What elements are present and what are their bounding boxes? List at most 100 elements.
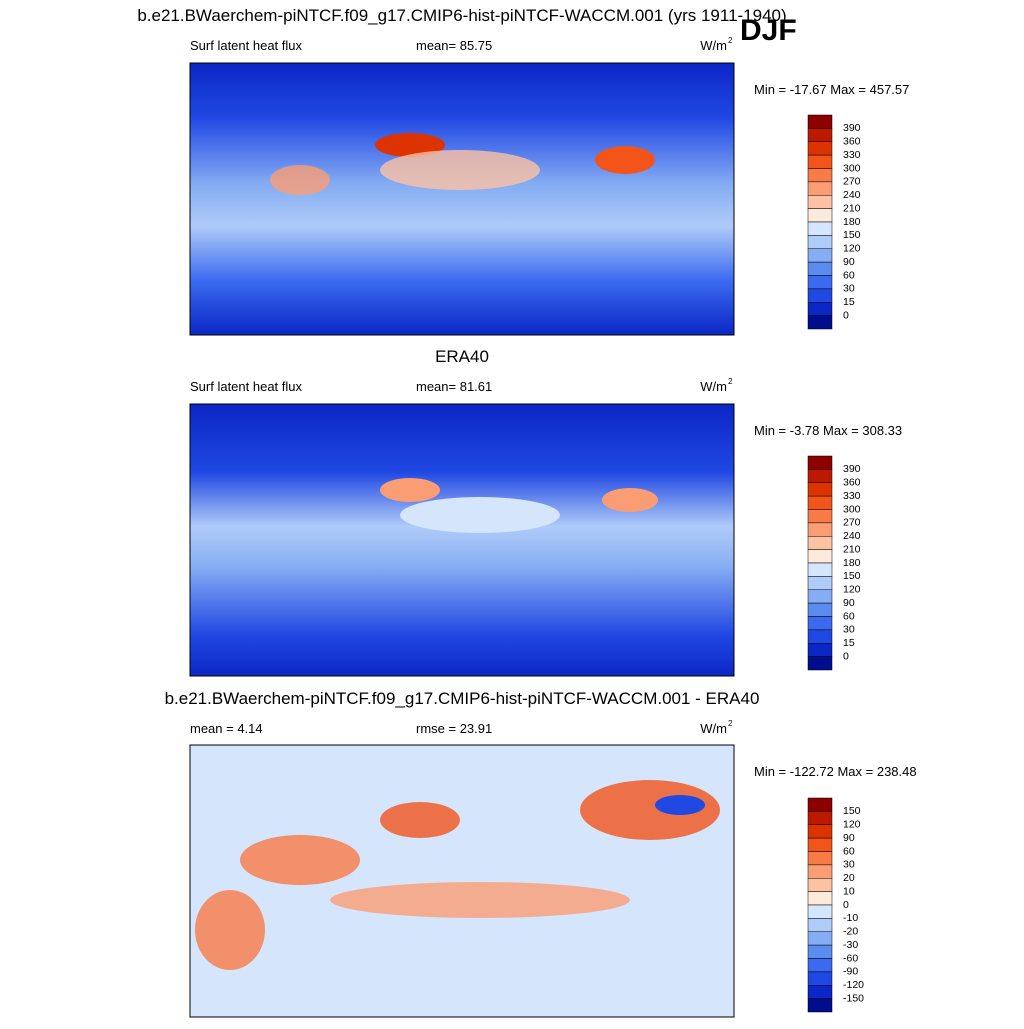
left-label: Surf latent heat flux <box>190 379 303 394</box>
colorbar-box <box>807 114 833 129</box>
colorbar-box <box>807 864 833 879</box>
map-feature <box>595 146 655 174</box>
colorbar-box <box>807 891 833 906</box>
colorbar-label: -30 <box>843 939 858 951</box>
colorbar-box <box>807 958 833 973</box>
colorbar-label: 390 <box>843 463 861 475</box>
colorbar-box <box>807 878 833 892</box>
colorbar-label: 30 <box>843 624 855 636</box>
colorbar-box <box>807 576 833 590</box>
colorbar-box <box>807 931 833 946</box>
colorbar-box <box>807 221 833 236</box>
colorbar-label: 300 <box>843 162 861 174</box>
panel-title: b.e21.BWaerchem-piNTCF.f09_g17.CMIP6-his… <box>137 6 786 25</box>
map-feature <box>602 488 658 512</box>
colorbar-box <box>807 562 833 577</box>
colorbar-box <box>807 904 833 919</box>
colorbar-box <box>807 824 833 839</box>
colorbar-label: 120 <box>843 584 861 596</box>
colorbar-box <box>807 469 833 483</box>
colorbar-label: 30 <box>843 859 855 871</box>
colorbar-box <box>807 549 833 564</box>
colorbar-label: 150 <box>843 229 861 241</box>
colorbar-box <box>807 275 833 290</box>
colorbar-label: 90 <box>843 832 855 844</box>
colorbar-label: 210 <box>843 202 861 214</box>
units: W/m <box>700 721 727 736</box>
min-max: Min = -17.67 Max = 457.57 <box>754 82 909 97</box>
colorbar-box <box>807 998 833 1013</box>
colorbar-box <box>807 589 833 604</box>
map-feature <box>380 478 440 502</box>
colorbar-label: 150 <box>843 570 861 582</box>
colorbar-label: 60 <box>843 269 855 281</box>
colorbar-box <box>807 616 833 631</box>
colorbar-label: -120 <box>843 979 864 991</box>
units: W/m <box>700 38 727 53</box>
colorbar-box <box>807 643 833 657</box>
colorbar-box <box>807 302 833 316</box>
colorbar-box <box>807 522 833 537</box>
panel-title: ERA40 <box>435 347 489 366</box>
colorbar-label: 15 <box>843 296 855 308</box>
colorbar-label: 210 <box>843 543 861 555</box>
min-max: Min = -122.72 Max = 238.48 <box>754 764 917 779</box>
map-feature <box>380 802 460 838</box>
colorbar-box <box>807 602 833 617</box>
colorbar-box <box>807 509 833 524</box>
colorbar-box <box>807 797 833 812</box>
colorbar-label: 0 <box>843 899 849 911</box>
colorbar-label: 330 <box>843 149 861 161</box>
units-superscript: 2 <box>728 719 733 728</box>
colorbar-box <box>807 629 833 644</box>
colorbar-label: -150 <box>843 992 864 1004</box>
colorbar-label: 180 <box>843 216 861 228</box>
colorbar-box <box>807 248 833 263</box>
colorbar-box <box>807 971 833 986</box>
map-feature <box>195 890 265 970</box>
colorbar-label: 120 <box>843 243 861 255</box>
colorbar-label: 0 <box>843 650 849 662</box>
colorbar-label: 270 <box>843 176 861 188</box>
colorbar-box <box>807 128 833 142</box>
colorbar-box <box>807 181 833 196</box>
left-label: Surf latent heat flux <box>190 38 303 53</box>
colorbar-label: 0 <box>843 309 849 321</box>
colorbar-label: 90 <box>843 597 855 609</box>
colorbar-label: 360 <box>843 136 861 148</box>
colorbar-box <box>807 985 833 999</box>
colorbar-label: -20 <box>843 926 858 938</box>
colorbar-label: 30 <box>843 283 855 295</box>
units-superscript: 2 <box>728 377 733 386</box>
colorbar-label: -90 <box>843 966 858 978</box>
center-label: rmse = 23.91 <box>416 721 492 736</box>
map-feature <box>240 835 360 885</box>
colorbar-box <box>807 315 833 330</box>
map-feature <box>655 795 705 815</box>
colorbar-label: 90 <box>843 256 855 268</box>
units-superscript: 2 <box>728 36 733 45</box>
colorbar-label: 270 <box>843 517 861 529</box>
colorbar-label: 150 <box>843 805 861 817</box>
colorbar-label: -10 <box>843 912 858 924</box>
colorbar-box <box>807 656 833 671</box>
map-feature <box>375 133 445 157</box>
units: W/m <box>700 379 727 394</box>
season-label: DJF <box>740 14 797 47</box>
map-feature <box>400 497 560 533</box>
colorbar-label: 240 <box>843 189 861 201</box>
colorbar-label: 360 <box>843 477 861 489</box>
colorbar-box <box>807 288 833 303</box>
colorbar-box <box>807 811 833 825</box>
map <box>189 403 735 677</box>
colorbar-box <box>807 482 833 497</box>
map <box>189 62 735 336</box>
colorbar-box <box>807 837 833 852</box>
colorbar-label: 120 <box>843 819 861 831</box>
colorbar-box <box>807 918 833 932</box>
colorbar-label: 330 <box>843 490 861 502</box>
colorbar-box <box>807 195 833 209</box>
map-feature <box>580 780 720 840</box>
colorbar-label: 15 <box>843 637 855 649</box>
